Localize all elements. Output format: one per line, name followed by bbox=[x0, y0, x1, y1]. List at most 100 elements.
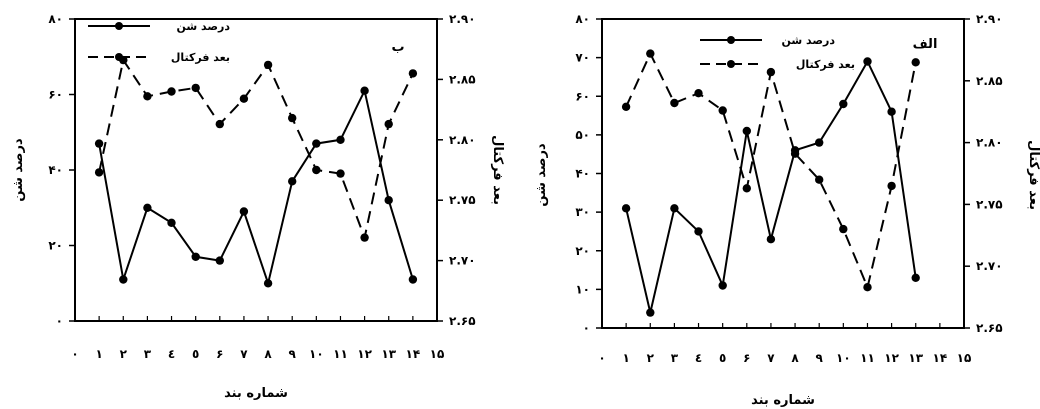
y-tick-label: ۴٠ bbox=[48, 163, 63, 177]
x-tick-label: ١٠ bbox=[836, 351, 851, 365]
x-tick-label: ١۵ bbox=[430, 347, 445, 361]
data-point-fractal bbox=[288, 113, 297, 123]
data-point-fractal bbox=[336, 169, 345, 178]
y2-tick-label: ٢.۶۵ bbox=[976, 321, 1003, 335]
data-point-sand bbox=[839, 99, 848, 109]
y-tick-label: ٠ bbox=[56, 314, 63, 328]
x-tick-label: ٥ bbox=[719, 351, 726, 365]
data-point-fractal bbox=[815, 175, 824, 184]
data-point-fractal bbox=[839, 224, 848, 234]
legend-marker-sand bbox=[727, 36, 735, 44]
data-point-fractal bbox=[887, 181, 896, 191]
x-axis-title: شماره بند bbox=[751, 393, 815, 408]
y-tick-label: ۵٠ bbox=[575, 128, 590, 142]
data-point-fractal bbox=[766, 67, 776, 77]
data-point-sand bbox=[288, 177, 297, 186]
data-point-fractal bbox=[143, 92, 152, 101]
data-point-sand bbox=[167, 218, 176, 227]
y-tick-label: ٨٠ bbox=[48, 12, 63, 26]
legend-marker-sand bbox=[115, 22, 123, 30]
y-tick-label: ۶٠ bbox=[48, 88, 63, 102]
data-point-fractal bbox=[360, 233, 369, 242]
y2-tick-label: ٢.٨۵ bbox=[976, 74, 1003, 88]
data-point-fractal bbox=[167, 87, 176, 96]
x-tick-label: ١۴ bbox=[406, 347, 421, 361]
data-point-sand bbox=[815, 138, 824, 147]
data-point-sand bbox=[94, 139, 104, 148]
chart-panel-b: ب درصد شن بعد فرکتال شماره بند درصد شن ب… bbox=[11, 12, 505, 401]
x-tick-label: ١٠ bbox=[309, 347, 324, 361]
y-tick-label: ۶٠ bbox=[575, 89, 590, 103]
y-tick-label: ٠ bbox=[583, 321, 590, 335]
y2-tick-label: ٢.٩٠ bbox=[449, 12, 476, 26]
y2-axis-title: بعد فرکتال bbox=[490, 135, 505, 205]
data-point-sand bbox=[143, 203, 152, 212]
x-tick-label: ٣ bbox=[671, 351, 679, 365]
x-tick-label: ٤ bbox=[168, 347, 175, 361]
x-tick-label: ٨ bbox=[791, 351, 799, 365]
legend-label-sand: درصد شن bbox=[176, 20, 230, 33]
legend-label-fractal: بعد فرکتال bbox=[171, 51, 230, 64]
data-point-fractal bbox=[790, 149, 800, 158]
y2-tick-label: ٢.٧۵ bbox=[449, 193, 476, 207]
y2-tick-label: ٢.٨٠ bbox=[976, 136, 1003, 150]
x-tick-label: ٤ bbox=[695, 351, 702, 365]
legend-label-fractal: بعد فرکتال bbox=[796, 58, 855, 71]
y-axis-title: درصد شن bbox=[534, 143, 549, 207]
data-point-fractal bbox=[718, 106, 727, 115]
x-tick-label: ٧ bbox=[240, 347, 248, 361]
x-tick-label: ٧ bbox=[767, 351, 775, 365]
y2-axis-title: بعد فرکتال bbox=[1026, 140, 1040, 210]
y-tick-label: ٢٠ bbox=[575, 244, 590, 258]
data-point-fractal bbox=[312, 165, 321, 175]
data-point-fractal bbox=[863, 283, 872, 292]
data-point-fractal bbox=[621, 102, 631, 112]
x-tick-label: ١ bbox=[95, 347, 102, 361]
x-tick-label: ٥ bbox=[192, 347, 199, 361]
y2-tick-label: ٢.۶۵ bbox=[449, 314, 476, 328]
data-point-sand bbox=[384, 196, 393, 205]
y2-tick-label: ٢.٧۵ bbox=[976, 197, 1003, 211]
series-line-fractal bbox=[625, 51, 917, 291]
data-point-sand bbox=[191, 252, 200, 261]
data-point-sand bbox=[621, 204, 631, 213]
data-point-sand bbox=[360, 86, 369, 95]
x-tick-label: ٣ bbox=[144, 347, 152, 361]
x-tick-label: ٩ bbox=[816, 351, 824, 365]
data-point-sand bbox=[239, 207, 249, 216]
x-tick-label: ٠ bbox=[598, 351, 605, 365]
data-point-fractal bbox=[215, 119, 224, 129]
y-tick-label: ٣٠ bbox=[575, 205, 590, 219]
x-tick-label: ١ bbox=[622, 351, 629, 365]
x-tick-label: ١۵ bbox=[957, 351, 972, 365]
data-point-sand bbox=[215, 256, 224, 265]
data-point-fractal bbox=[670, 98, 679, 108]
x-tick-label: ١١ bbox=[333, 347, 348, 361]
data-point-sand bbox=[670, 204, 679, 213]
data-point-sand bbox=[694, 227, 703, 236]
data-point-sand bbox=[263, 279, 273, 288]
y2-tick-label: ٢.٨٠ bbox=[449, 133, 476, 147]
data-point-fractal bbox=[384, 119, 393, 129]
y2-tick-label: ٢.٩٠ bbox=[976, 12, 1003, 26]
y-tick-label: ٨٠ bbox=[575, 12, 590, 26]
series-line-sand bbox=[98, 87, 414, 287]
x-tick-label: ١٢ bbox=[357, 347, 372, 361]
data-point-sand bbox=[718, 281, 727, 290]
x-tick-label: ٢ bbox=[647, 351, 655, 365]
series-line-sand bbox=[625, 59, 917, 313]
x-tick-label: ٠ bbox=[71, 347, 78, 361]
x-tick-label: ٨ bbox=[264, 347, 272, 361]
y2-tick-label: ٢.٨۵ bbox=[449, 72, 476, 86]
data-point-sand bbox=[119, 275, 128, 284]
plot-frame bbox=[601, 18, 965, 329]
x-tick-label: ١١ bbox=[860, 351, 875, 365]
x-tick-label: ٩ bbox=[289, 347, 297, 361]
data-point-sand bbox=[646, 308, 655, 317]
data-point-fractal bbox=[646, 49, 655, 58]
data-point-sand bbox=[887, 107, 896, 116]
data-point-fractal bbox=[94, 168, 104, 177]
y-tick-label: ۴٠ bbox=[575, 167, 590, 181]
legend-marker-fractal bbox=[727, 60, 735, 68]
legend-label-sand: درصد شن bbox=[781, 34, 835, 47]
